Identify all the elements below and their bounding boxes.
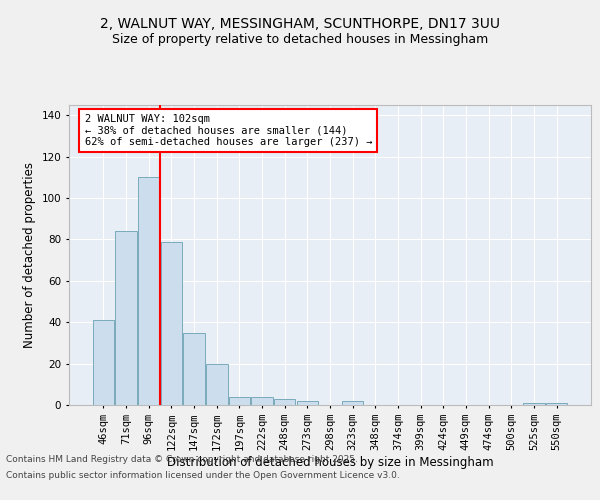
Bar: [93, 320, 114, 405]
Bar: [274, 399, 295, 405]
Bar: [546, 403, 567, 405]
Text: Contains public sector information licensed under the Open Government Licence v3: Contains public sector information licen…: [6, 470, 400, 480]
Bar: [138, 178, 160, 405]
Text: Contains HM Land Registry data © Crown copyright and database right 2025.: Contains HM Land Registry data © Crown c…: [6, 456, 358, 464]
Text: 2 WALNUT WAY: 102sqm
← 38% of detached houses are smaller (144)
62% of semi-deta: 2 WALNUT WAY: 102sqm ← 38% of detached h…: [85, 114, 372, 147]
Text: 2, WALNUT WAY, MESSINGHAM, SCUNTHORPE, DN17 3UU: 2, WALNUT WAY, MESSINGHAM, SCUNTHORPE, D…: [100, 18, 500, 32]
Bar: [523, 403, 545, 405]
X-axis label: Distribution of detached houses by size in Messingham: Distribution of detached houses by size …: [167, 456, 493, 468]
Bar: [184, 332, 205, 405]
Text: Size of property relative to detached houses in Messingham: Size of property relative to detached ho…: [112, 32, 488, 46]
Bar: [342, 401, 364, 405]
Bar: [296, 401, 318, 405]
Bar: [251, 396, 273, 405]
Bar: [229, 396, 250, 405]
Y-axis label: Number of detached properties: Number of detached properties: [23, 162, 36, 348]
Bar: [115, 231, 137, 405]
Bar: [206, 364, 227, 405]
Bar: [161, 242, 182, 405]
